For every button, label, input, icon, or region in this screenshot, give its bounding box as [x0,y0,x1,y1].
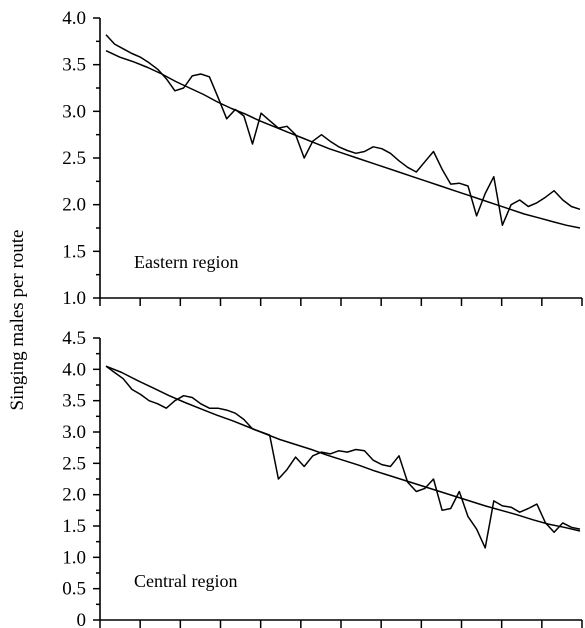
trend-line [105,365,581,532]
y-tick-label: 1.0 [62,288,86,309]
series-lines [105,365,581,549]
y-ticks: 0 0.5 1.0 1.5 2.0 2.5 3.0 3.5 4.0 4.5 [62,328,100,628]
y-tick-label: 4.5 [62,328,86,349]
y-tick-label: 3.0 [62,422,86,443]
y-tick-label: 2.5 [62,148,86,169]
region-annotation: Central region [134,571,237,591]
region-annotation: Eastern region [134,252,238,272]
y-axis-label: Singing males per route [7,230,28,411]
observed-series-line [105,34,581,226]
y-tick-label: 1.5 [62,241,86,262]
panel-central: 0 0.5 1.0 1.5 2.0 2.5 3.0 3.5 4.0 4.5 Central reg… [62,328,583,628]
y-tick-label: 2.5 [62,453,86,474]
observed-series-line [105,365,581,549]
y-tick-label: 3.0 [62,101,86,122]
y-ticks: 1.0 1.5 2.0 2.5 3.0 3.5 4.0 [62,8,100,309]
y-tick-label: 1.0 [62,547,86,568]
x-ticks [99,298,583,306]
y-tick-label: 2.0 [62,195,86,216]
y-tick-label: 3.5 [62,391,86,412]
trend-line [105,50,581,229]
y-tick-label: 1.5 [62,516,86,537]
series-lines [105,34,581,229]
y-tick-label: 0 [77,610,87,628]
panel-eastern: 1.0 1.5 2.0 2.5 3.0 3.5 4.0 Eastern region [62,8,583,309]
y-tick-label: 4.0 [62,359,86,380]
y-tick-label: 0.5 [62,579,86,600]
y-tick-label: 3.5 [62,55,86,76]
x-ticks [99,620,583,628]
y-tick-label: 2.0 [62,485,86,506]
y-tick-label: 4.0 [62,8,86,29]
